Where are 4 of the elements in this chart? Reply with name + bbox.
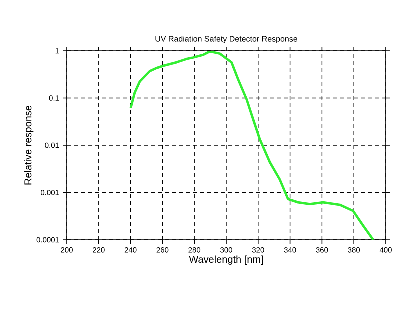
x-axis-title: Wavelength [nm] (189, 256, 264, 266)
chart-title: UV Radiation Safety Detector Response (156, 36, 298, 44)
y-axis-title: Relative response (24, 106, 34, 185)
line-series (130, 51, 375, 240)
